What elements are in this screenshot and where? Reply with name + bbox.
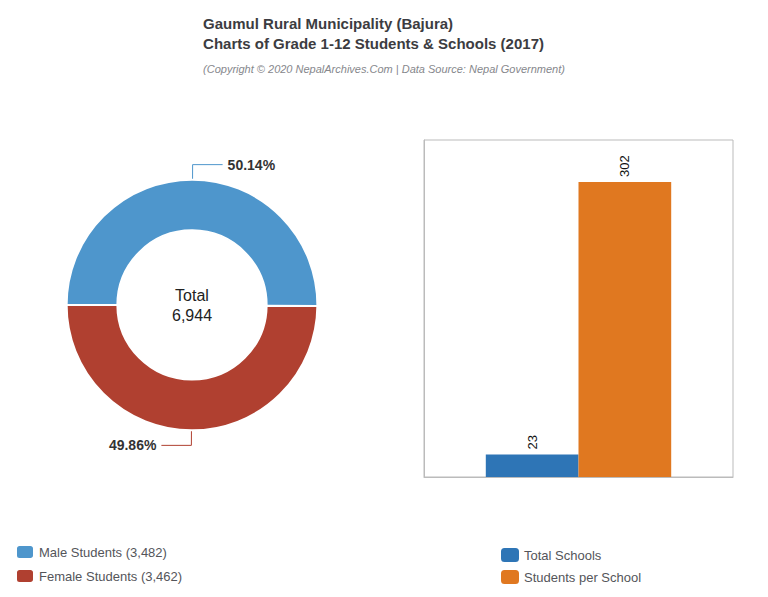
svg-text:Total Schools: Total Schools bbox=[524, 548, 602, 563]
svg-text:Charts of Grade 1-12 Students: Charts of Grade 1-12 Students & Schools … bbox=[203, 35, 544, 52]
svg-text:50.14%: 50.14% bbox=[228, 157, 276, 173]
svg-text:49.86%: 49.86% bbox=[109, 437, 157, 453]
svg-text:Students per School: Students per School bbox=[524, 570, 641, 585]
svg-text:(Copyright © 2020 NepalArchive: (Copyright © 2020 NepalArchives.Com | Da… bbox=[203, 63, 565, 75]
svg-text:Total: Total bbox=[175, 287, 209, 304]
svg-text:302: 302 bbox=[617, 155, 632, 177]
svg-text:Female Students (3,462): Female Students (3,462) bbox=[39, 569, 182, 584]
svg-text:Male Students (3,482): Male Students (3,482) bbox=[39, 545, 167, 560]
svg-text:Gaumul Rural Municipality (Baj: Gaumul Rural Municipality (Bajura) bbox=[203, 15, 453, 32]
svg-text:6,944: 6,944 bbox=[172, 307, 212, 324]
svg-text:23: 23 bbox=[525, 435, 540, 449]
